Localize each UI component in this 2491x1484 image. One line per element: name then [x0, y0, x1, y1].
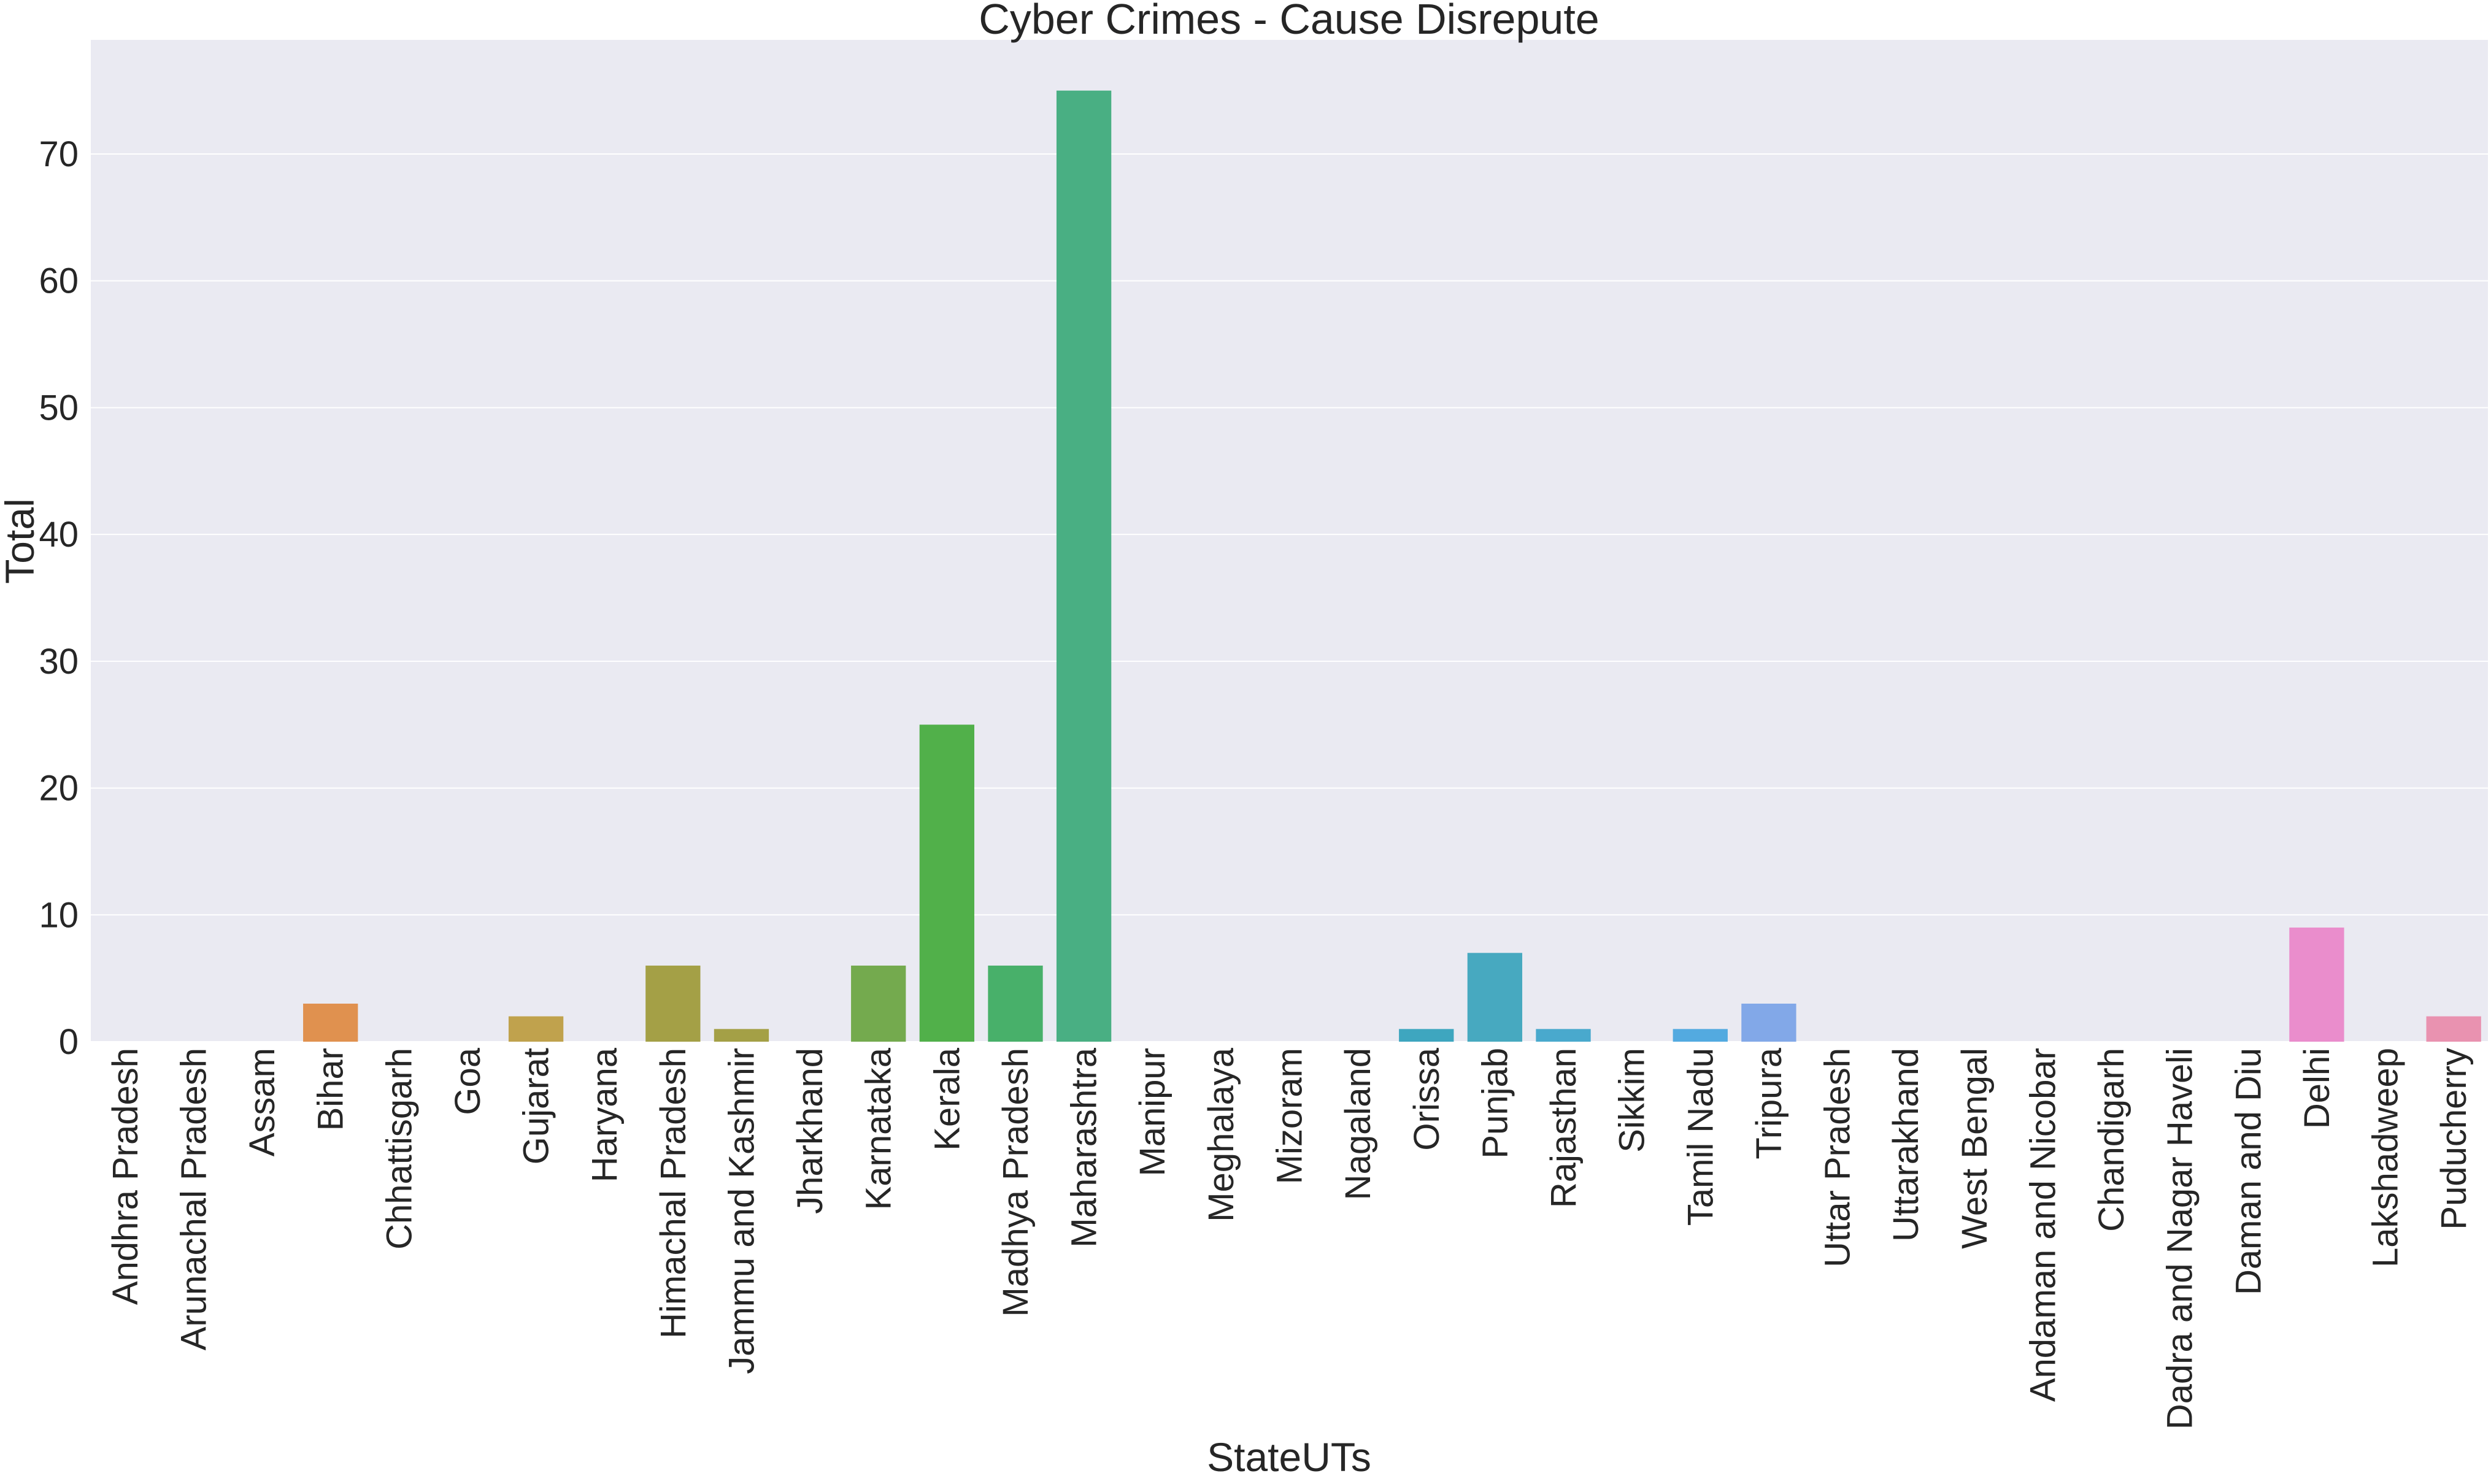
x-tick-label: Arunachal Pradesh [174, 1048, 214, 1350]
y-tick-label: 10 [39, 895, 79, 935]
x-tick-label: Himachal Pradesh [653, 1048, 693, 1339]
x-tick-label: Uttarakhand [1886, 1048, 1926, 1242]
x-tick-label: Tamil Nadu [1681, 1048, 1720, 1226]
x-tick-label: Uttar Pradesh [1818, 1048, 1858, 1267]
y-axis-ticks: 0 10 20 30 40 50 60 70 [39, 134, 79, 1062]
plot-background [91, 40, 2488, 1042]
x-tick-label: Chhattisgarh [379, 1048, 419, 1250]
x-tick-label: Jharkhand [790, 1048, 830, 1214]
x-tick-label: Tripura [1749, 1047, 1789, 1159]
x-tick-label: Mizoram [1270, 1048, 1310, 1184]
bar-delhi [2289, 927, 2344, 1042]
y-axis-label: Total [0, 498, 42, 583]
bar-maharashtra [1056, 90, 1112, 1042]
x-tick-label: Andhra Pradesh [106, 1048, 145, 1305]
bar-gujarat [508, 1016, 564, 1042]
bar-tripura [1741, 1003, 1796, 1042]
bar-himachal-pradesh [645, 965, 701, 1042]
x-tick-label: Sikkim [1612, 1048, 1652, 1153]
x-tick-label: Andaman and Nicobar [2023, 1048, 2063, 1402]
x-tick-label: Nagaland [1338, 1048, 1378, 1200]
y-tick-label: 40 [39, 515, 79, 555]
x-tick-label: Chandigarh [2092, 1048, 2131, 1232]
bar-kerala [919, 725, 975, 1042]
x-tick-label: Delhi [2297, 1048, 2337, 1129]
x-tick-label: Karnataka [859, 1047, 899, 1210]
chart-title: Cyber Crimes - Cause Disrepute [979, 0, 1599, 43]
bar-bihar [303, 1003, 358, 1042]
bar-tamil-nadu [1673, 1029, 1728, 1042]
bar-rajasthan [1536, 1029, 1591, 1042]
x-tick-label: Dadra and Nagar Haveli [2160, 1048, 2200, 1429]
x-tick-label: West Bengal [1955, 1048, 1995, 1249]
x-tick-label: Manipur [1133, 1048, 1172, 1177]
y-tick-label: 70 [39, 134, 79, 174]
x-tick-label: Kerala [927, 1047, 967, 1150]
x-tick-label: Assam [242, 1048, 282, 1156]
bar-jammu-and-kashmir [714, 1029, 769, 1042]
y-tick-label: 20 [39, 769, 79, 809]
x-tick-label: Orissa [1407, 1047, 1447, 1150]
x-tick-label: Punjab [1475, 1048, 1515, 1159]
x-tick-label: Goa [448, 1047, 488, 1115]
y-tick-label: 50 [39, 388, 79, 428]
bar-madhya-pradesh [988, 965, 1043, 1042]
y-tick-label: 30 [39, 642, 79, 682]
x-tick-label: Bihar [311, 1048, 351, 1131]
bar-punjab [1467, 953, 1523, 1042]
x-axis-ticks: Andhra Pradesh Arunachal Pradesh Assam Biha… [106, 1047, 2474, 1429]
x-tick-label: Jammu and Kashmir [722, 1048, 761, 1374]
grid-lines [91, 153, 2488, 1042]
bar-puducherry [2426, 1016, 2481, 1042]
bars [303, 90, 2481, 1042]
x-tick-label: Madhya Pradesh [996, 1048, 1036, 1317]
x-tick-label: Daman and Diu [2228, 1048, 2268, 1295]
x-axis-label: StateUTs [1207, 1434, 1371, 1480]
x-tick-label: Rajasthan [1544, 1048, 1584, 1208]
y-tick-label: 60 [39, 261, 79, 301]
x-tick-label: Meghalaya [1201, 1047, 1241, 1221]
y-tick-label: 0 [59, 1022, 79, 1062]
bar-orissa [1399, 1029, 1454, 1042]
x-tick-label: Maharashtra [1065, 1047, 1104, 1247]
bar-karnataka [851, 965, 906, 1042]
x-tick-label: Lakshadweep [2366, 1048, 2406, 1267]
x-tick-label: Haryana [585, 1047, 625, 1182]
x-tick-label: Puducherry [2434, 1048, 2474, 1230]
x-tick-label: Gujarat [517, 1048, 556, 1164]
